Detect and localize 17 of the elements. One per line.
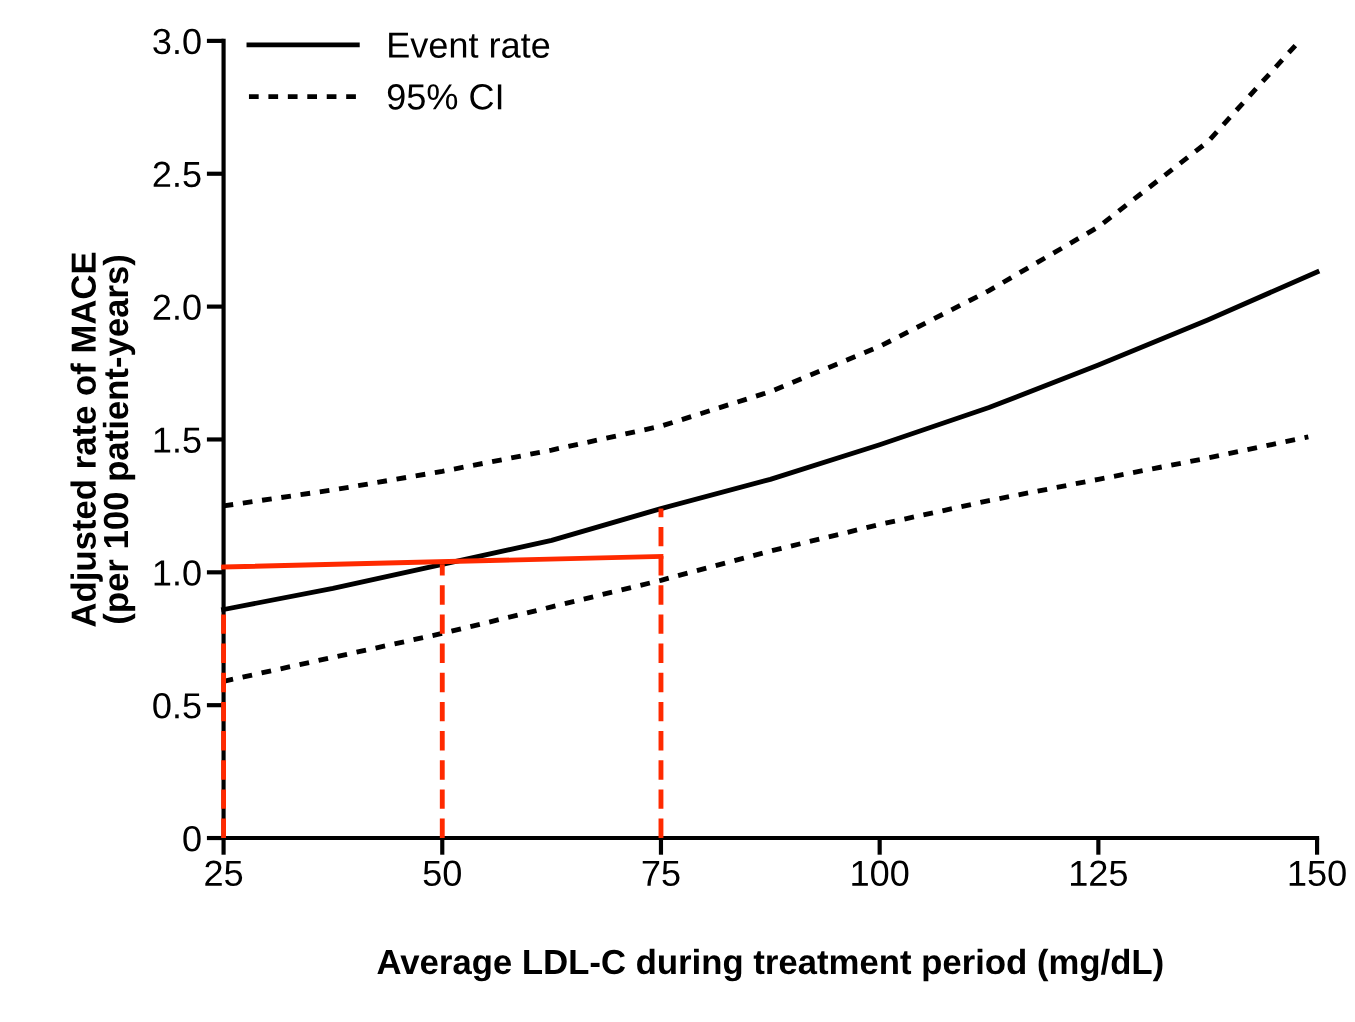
legend-label: 95% CI (387, 84, 502, 110)
y-tick-label: 3.0 (153, 28, 201, 55)
y-axis-title: Adjusted rate of MACE (per 100 patient-years) (70, 252, 136, 627)
x-tick-label: 150 (1289, 860, 1346, 887)
x-tick-label: 75 (642, 860, 680, 887)
y-tick-label: 2.5 (153, 161, 201, 188)
x-tick-label: 50 (423, 860, 461, 887)
y-tick-label: 0 (183, 825, 201, 852)
x-tick-label: 100 (852, 860, 909, 887)
x-tick-label: 125 (1070, 860, 1127, 887)
y-tick-label: 1.0 (154, 560, 201, 586)
y-tick-label: 0.5 (153, 693, 201, 719)
x-tick-label: 25 (205, 860, 243, 887)
x-axis-title: Average LDL-C during treatment period (mg/dL) (377, 948, 1163, 982)
legend-label: Event rate (389, 32, 550, 58)
y-tick-label: 1.5 (154, 427, 201, 453)
y-tick-label: 2.0 (153, 294, 201, 321)
